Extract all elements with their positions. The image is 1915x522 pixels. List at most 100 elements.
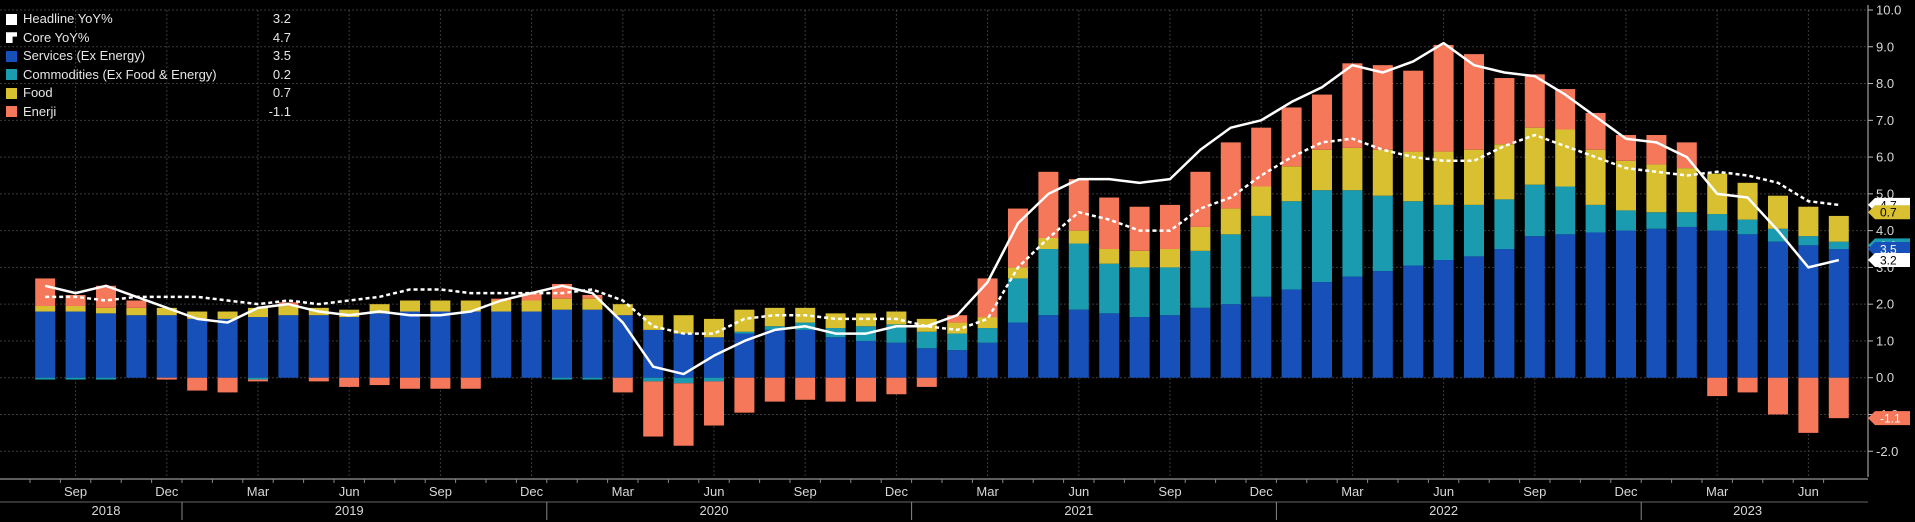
bar-segment [35, 278, 56, 307]
bar-segment [1251, 215, 1272, 297]
legend-item-commodities[interactable]: Commodities (Ex Food & Energy) 0.2 [6, 66, 291, 85]
y-tick-label: 1.0 [1876, 333, 1894, 348]
bar-segment [552, 377, 572, 380]
legend-item-headline[interactable]: Headline YoY% 3.2 [6, 10, 291, 29]
bar-segment [1403, 201, 1424, 266]
legend-item-energy[interactable]: Enerji -1.1 [6, 103, 291, 122]
bar-segment [1008, 278, 1028, 323]
bar-segment [643, 377, 664, 382]
bar-segment [1828, 249, 1849, 378]
bar-segment [704, 337, 724, 378]
legend-value: 4.7 [272, 29, 291, 45]
bar-segment [65, 377, 86, 380]
legend-item-food[interactable]: Food 0.7 [6, 84, 291, 103]
bar-segment [1676, 168, 1697, 213]
bar-segment [65, 306, 86, 312]
bar-segment [856, 340, 876, 378]
energy-swatch-icon [6, 106, 17, 118]
bar-segment [1403, 70, 1424, 152]
bar-segment [96, 285, 116, 308]
bar-segment [339, 317, 360, 378]
bar-segment [1433, 204, 1454, 261]
bar-segment [1190, 226, 1211, 251]
bar-segment [1585, 112, 1606, 150]
bar-segment [1220, 142, 1241, 209]
bar-segment [1251, 127, 1272, 187]
bar-segment [1828, 377, 1849, 419]
legend-value: 0.2 [272, 66, 291, 82]
bar-segment [278, 315, 299, 378]
bar-segment [1372, 149, 1393, 196]
bar-segment [521, 311, 542, 378]
bar-segment [491, 311, 512, 378]
y-tick-label: 2.0 [1876, 297, 1894, 312]
bar-segment [1038, 237, 1059, 250]
legend-label: Headline YoY% [23, 11, 113, 26]
bar-segment [156, 307, 177, 316]
legend-value: 3.2 [272, 11, 291, 26]
bar-segment [1464, 54, 1484, 150]
bar-segment [126, 307, 147, 316]
bar-segment [339, 377, 360, 387]
bar-segment [1281, 289, 1302, 378]
x-tick-label: Jun [1068, 484, 1089, 499]
bar-segment [977, 342, 998, 378]
bar-segment [1494, 249, 1515, 378]
bar-segment [734, 331, 755, 334]
bar-segment [643, 315, 664, 330]
bar-segment [1099, 249, 1120, 264]
bar-segment [1312, 282, 1332, 378]
end-marker-tag [1868, 242, 1910, 257]
bar-segment [35, 377, 56, 380]
bar-segment [1676, 226, 1697, 378]
bar-segment [1220, 208, 1241, 235]
bar-segment [1737, 377, 1758, 393]
bar-segment [1737, 182, 1758, 220]
y-tick-label: 10.0 [1876, 3, 1901, 18]
bar-segment [1646, 135, 1667, 165]
bar-segment [1646, 212, 1667, 229]
bar-segment [1129, 317, 1150, 378]
bar-segment [1008, 267, 1028, 279]
legend-label: Enerji [23, 103, 57, 119]
bar-segment [1160, 315, 1180, 378]
bar-segment [430, 377, 451, 389]
end-marker-label: 3.2 [1880, 254, 1897, 268]
bar-segment [764, 307, 785, 327]
bar-segment [96, 313, 116, 378]
bar-segment [156, 315, 177, 378]
bar-segment [673, 315, 694, 334]
bar-segment [1555, 186, 1576, 235]
legend-item-core[interactable]: Core YoY% 4.7 [6, 29, 291, 48]
bar-segment [400, 300, 420, 312]
end-marker-tag [1868, 253, 1910, 268]
legend-item-services[interactable]: Services (Ex Energy) 3.5 [6, 47, 291, 66]
food-swatch-icon [6, 87, 17, 99]
bar-segment [977, 278, 998, 318]
bar-segment [1068, 230, 1089, 244]
bar-segment [825, 313, 846, 329]
bar-segment [1524, 184, 1545, 237]
bar-segment [1646, 164, 1667, 213]
bar-segment [795, 329, 816, 378]
headline-yoy-line [44, 41, 1840, 376]
bar-segment [734, 309, 755, 332]
bar-segment [430, 311, 451, 378]
bar-segment [1038, 171, 1059, 238]
bar-segment [977, 317, 998, 329]
bar-segment [217, 377, 238, 393]
bar-segment [1798, 377, 1819, 433]
bar-segment [521, 293, 542, 301]
bar-segment [1372, 65, 1393, 150]
bar-segment [1008, 322, 1028, 378]
bar-segment [278, 306, 299, 316]
bar-segment [1068, 179, 1089, 231]
bar-segment [1798, 245, 1819, 378]
bar-segment [460, 311, 481, 378]
x-tick-label: Dec [1250, 484, 1274, 499]
bar-segment [1433, 260, 1454, 378]
bar-segment [947, 333, 968, 351]
bar-segment [1494, 199, 1515, 250]
x-tick-label: Mar [976, 484, 999, 499]
